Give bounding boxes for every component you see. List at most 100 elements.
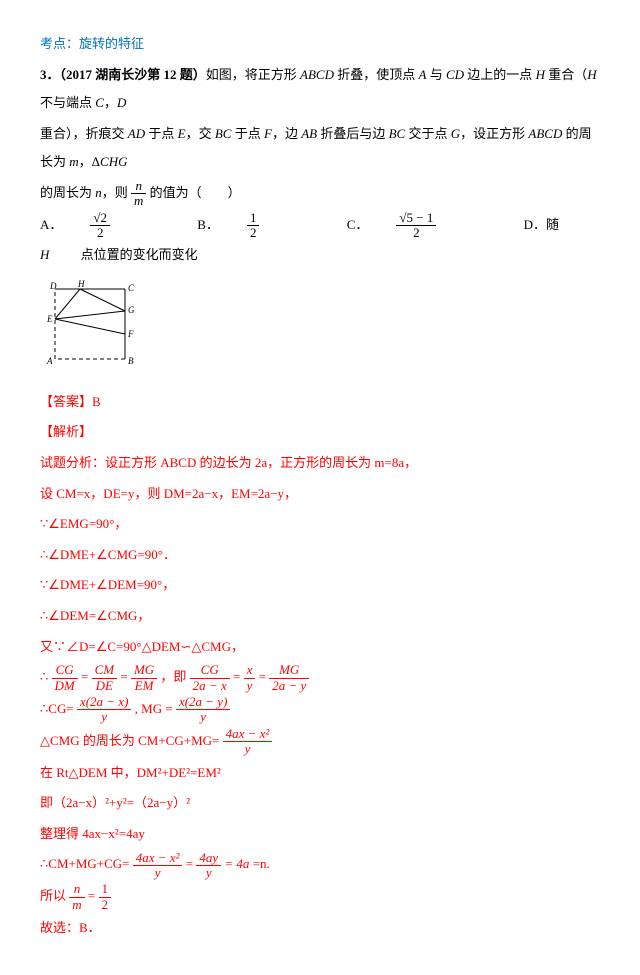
question-line1: 3．（2017 湖南长沙第 12 题）如图，将正方形 ABCD 折叠，使顶点 A… [40,61,600,118]
t9: ，交 [186,126,215,141]
sol-l13: 整理得 4ax−x²=4ay [40,820,600,849]
sol-l12: 即（2a−x）²+y²=（2a−y）² [40,789,600,818]
sol-l5: ∵∠DME+∠DEM=90°， [40,571,600,600]
l3c: 的值为（ ） [146,185,240,200]
p-frac: 4ax − x²y [223,727,273,757]
sol-l6: ∴∠DEM=∠CMG， [40,602,600,631]
d-label: D．随 [524,217,559,232]
c-num: √5 − 1 [396,211,436,226]
d: D [117,95,126,110]
a-frac: √22 [90,211,138,241]
l9a: ∴CG= [40,701,77,716]
sol-l1: 试题分析：设正方形 ABCD 的边长为 2a，正方形的周长为 m=8a， [40,449,600,478]
sol-l14: ∴CM+MG+CG= 4ax − x²y = 4ayy = 4a =n. [40,850,600,880]
t13: 交于点 [405,126,451,141]
r5: xy [244,663,256,693]
f2: 4ayy [196,851,221,881]
half: 12 [99,882,112,912]
b-num: 1 [247,211,260,226]
eq1: = [186,856,197,871]
t4: 边上的一点 [464,67,536,82]
r3n: MG [131,663,157,678]
answer: 【答案】B [40,388,600,417]
lbl-e: E [46,314,53,324]
ji: ，即 [160,669,189,684]
r5d: y [244,679,256,693]
r3d: EM [131,679,157,693]
t1: 如图，将正方形 [206,67,300,82]
c: C [95,95,104,110]
a-den: 2 [90,226,110,240]
pd: y [223,742,273,756]
lbl-c: C [128,283,135,293]
sol-l2: 设 CM=x，DE=y，则 DM=2a−x，EM=2a−y， [40,480,600,509]
question-line3: 的周长为 n，则 nm 的值为（ ） [40,179,600,209]
r4d: 2a − x [190,679,230,693]
d-h: H [40,247,49,262]
f2d: y [196,866,221,880]
lbl-b: B [128,356,134,366]
c-frac: √5 − 12 [396,211,464,241]
r6d: 2a − y [269,679,309,693]
cgn: x(2a − x) [77,695,131,710]
b-den: 2 [247,226,260,240]
a-num: √2 [90,211,110,226]
sol-perim: △CMG 的周长为 CM+CG+MG= 4ax − x²y [40,727,600,757]
bc: BC [215,126,232,141]
r1n: CG [52,663,78,678]
q-source: （2017 湖南长沙第 12 题） [60,67,206,82]
question-line2: 重合），折痕交 AD 于点 E，交 BC 于点 F，边 AB 折叠后与边 BC … [40,120,600,177]
chg: CHG [100,154,127,169]
t5: 重合（ [545,67,587,82]
r4: CG2a − x [190,663,230,693]
bc2: BC [389,126,406,141]
lbl-a: A [46,356,53,366]
e: E [178,126,186,141]
sol-l3: ∵∠EMG=90°， [40,510,600,539]
comma: ， [104,95,117,110]
f: F [264,126,272,141]
f2n: 4ay [196,851,221,866]
sol-l16: 故选：B． [40,914,600,943]
b-label: B． [197,217,219,232]
mgd: y [176,710,230,724]
f1: 4ax − x²y [133,851,183,881]
topic: 考点：旋转的特征 [40,30,600,59]
r1d: DM [52,679,78,693]
r1: CGDM [52,663,78,693]
sol-l4: ∴∠DME+∠CMG=90°． [40,541,600,570]
f1n: 4ax − x² [133,851,183,866]
l3b: ，则 [102,185,131,200]
sol-l11: 在 Rt△DEM 中，DM²+DE²=EM² [40,759,600,788]
r6n: MG [269,663,309,678]
q-number: 3． [40,67,60,82]
nm2: nm [69,882,84,912]
r3: MGEM [131,663,157,693]
f1d: y [133,866,183,880]
m: m [69,154,78,169]
l3a: 的周长为 [40,185,95,200]
nm-den: m [131,194,146,208]
c-den: 2 [396,226,436,240]
sol-cg-mg: ∴CG= x(2a − x)y , MG = x(2a − y)y [40,695,600,725]
mg-frac: x(2a − y)y [176,695,230,725]
mgn: x(2a − y) [176,695,230,710]
t3: 与 [426,67,446,82]
t10: 于点 [231,126,264,141]
r5n: x [244,663,256,678]
d-text: 点位置的变化而变化 [77,247,197,262]
opt-c: C．√5 − 12 [347,217,493,232]
t2: 折叠，使顶点 [334,67,419,82]
sol-l15: 所以 nm = 12 [40,882,600,912]
cg-frac: x(2a − x)y [77,695,131,725]
c-label: C． [347,217,369,232]
sol-ratio: ∴ CGDM = CMDE = MGEM ，即 CG2a − x = xy = … [40,663,600,693]
t12: 折叠后与边 [317,126,389,141]
abcd1: ABCD [300,67,334,82]
t8: 于点 [145,126,178,141]
analysis: 【解析】 [40,418,600,447]
lbl-d: D [49,281,57,291]
t11: ，边 [272,126,301,141]
l9b: , MG = [135,701,176,716]
lbl-g: G [128,305,135,315]
